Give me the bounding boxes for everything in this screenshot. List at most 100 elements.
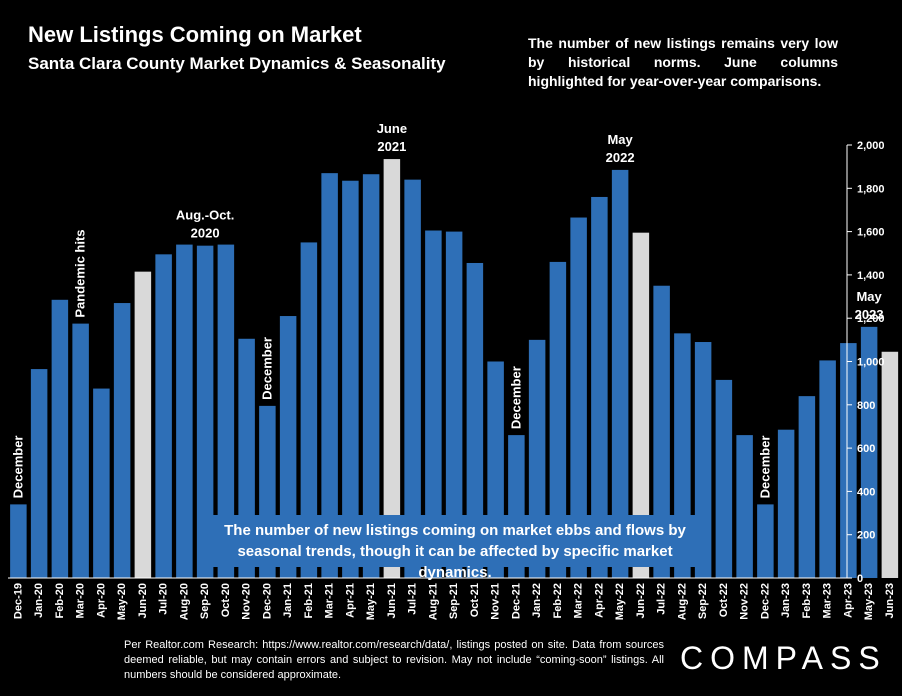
- x-tick-label: Jul-22: [656, 583, 668, 615]
- x-tick-label: Feb-22: [552, 583, 564, 618]
- bar-Aug-20: [176, 244, 193, 578]
- annotation-label: December: [757, 436, 772, 499]
- y-tick-label: 0: [857, 573, 863, 585]
- bar-Jan-20: [30, 369, 48, 578]
- y-tick-label: 1,200: [857, 313, 885, 325]
- x-tick-label: Feb-23: [801, 583, 813, 618]
- x-tick-label: Sep-20: [199, 583, 211, 619]
- x-tick-label: Mar-22: [573, 583, 585, 618]
- bar-Jan-23: [777, 429, 795, 578]
- bar-Jul-21: [404, 179, 421, 578]
- bar-Jul-20: [155, 254, 172, 578]
- x-tick-label: Mar-21: [324, 583, 336, 618]
- annotation-label: 2022: [606, 150, 635, 165]
- x-tick-label: Apr-23: [842, 583, 854, 618]
- annotation-label: 2023: [855, 307, 884, 322]
- bar-May-23: [860, 326, 878, 578]
- bar-Sep-20: [196, 245, 214, 579]
- y-axis: 0 200 400 600 800 1,000 1,200 1,400 1,600 1,800 2,…: [8, 140, 885, 585]
- annotation-label: May: [856, 289, 882, 304]
- x-tick-label: Dec-21: [510, 583, 522, 619]
- y-tick-label: 800: [857, 400, 875, 412]
- bar-Apr-21: [342, 180, 359, 578]
- x-tick-label: Dec-20: [261, 583, 273, 619]
- x-tick-label: Nov-20: [241, 583, 253, 620]
- x-tick-label: Jul-21: [407, 583, 419, 615]
- y-tick-label: 1,600: [857, 227, 885, 239]
- x-tick-label: Oct-21: [469, 583, 481, 617]
- bars-group: [10, 159, 899, 579]
- bar-Jun-23: [881, 351, 899, 578]
- x-tick-label: Nov-21: [490, 583, 502, 620]
- x-tick-label: May-22: [614, 583, 626, 620]
- x-tick-label: Jan-21: [282, 583, 294, 618]
- chart-note: The number of new listings remains very …: [528, 35, 838, 89]
- bar-Apr-22: [591, 196, 608, 578]
- x-tick-label: Mar-23: [822, 583, 834, 618]
- annotation-label: December: [10, 436, 25, 499]
- x-tick-label: Jun-23: [884, 583, 896, 618]
- annotation-label: December: [508, 366, 523, 429]
- x-tick-label: Apr-22: [593, 583, 605, 618]
- x-tick-label: Jul-20: [158, 583, 170, 615]
- x-tick-labels: Dec-19 Jan-20 Feb-20 Mar-20 Apr-20 May-20 Jun-…: [12, 583, 896, 620]
- x-tick-label: Aug-22: [676, 583, 688, 620]
- bar-Feb-22: [549, 261, 567, 578]
- x-tick-label: Mar-20: [75, 583, 87, 618]
- x-tick-label: May-21: [365, 583, 377, 620]
- annotations-group: December Pandemic hits Aug.-Oct. 2020 Decemb…: [10, 121, 883, 498]
- y-tick-label: 2,000: [857, 140, 885, 152]
- x-tick-label: Apr-21: [344, 583, 356, 618]
- x-tick-label: Dec-19: [12, 583, 24, 619]
- bar-Jan-21: [279, 316, 297, 578]
- bar-Nov-22: [736, 435, 753, 578]
- x-tick-label: May-23: [863, 583, 875, 620]
- source-note: Per Realtor.com Research: https://www.re…: [124, 639, 664, 681]
- x-tick-label: Feb-20: [54, 583, 66, 618]
- bar-May-22: [611, 169, 629, 578]
- bar-May-20: [113, 303, 131, 578]
- bar-Jul-22: [653, 285, 670, 578]
- x-tick-label: Dec-22: [759, 583, 771, 619]
- x-tick-label: Jan-22: [531, 583, 543, 618]
- bar-Mar-22: [570, 217, 587, 578]
- bar-Feb-23: [798, 396, 816, 578]
- annotation-label: Aug.-Oct.: [176, 208, 235, 223]
- bar-Mar-21: [321, 173, 338, 578]
- bar-Jun-21: [383, 159, 401, 578]
- x-tick-label: Sep-22: [697, 583, 709, 619]
- bar-Oct-22: [715, 379, 733, 578]
- y-tick-label: 600: [857, 443, 875, 455]
- annotation-label: Pandemic hits: [73, 229, 88, 317]
- annotation-label: May: [607, 132, 633, 147]
- x-tick-label: May-20: [116, 583, 128, 620]
- x-tick-label: Feb-21: [303, 583, 315, 618]
- annotation-label: December: [259, 337, 274, 400]
- bar-Mar-23: [819, 360, 836, 578]
- y-tick-label: 1,000: [857, 357, 885, 369]
- x-tick-label: Aug-20: [178, 583, 190, 620]
- x-tick-label: Jan-23: [780, 583, 792, 618]
- bar-Mar-20: [72, 323, 89, 578]
- bar-Feb-21: [300, 242, 318, 579]
- bar-Aug-21: [425, 230, 442, 578]
- y-tick-label: 1,400: [857, 270, 885, 282]
- x-tick-label: Nov-22: [739, 583, 751, 620]
- bar-Dec-22: [757, 504, 774, 578]
- bar-May-21: [362, 174, 380, 579]
- y-tick-label: 1,800: [857, 183, 885, 195]
- bar-Oct-21: [466, 262, 484, 578]
- x-tick-label: Apr-20: [95, 583, 107, 618]
- bar-chart: Dec-19 Jan-20 Feb-20 Mar-20 Apr-20 May-20 Jun-…: [8, 121, 899, 620]
- chart-title: New Listings Coming on Market: [28, 22, 362, 47]
- bar-Apr-23: [840, 343, 857, 578]
- y-tick-label: 200: [857, 530, 875, 542]
- x-tick-label: Oct-20: [220, 583, 232, 617]
- x-tick-label: Jun-20: [137, 583, 149, 618]
- x-tick-label: Jan-20: [33, 583, 45, 618]
- annotation-label: June: [377, 121, 407, 136]
- annotation-label: 2021: [377, 139, 406, 154]
- x-tick-label: Jun-21: [386, 583, 398, 618]
- x-tick-label: Aug-21: [427, 583, 439, 620]
- bar-Dec-19: [10, 504, 27, 578]
